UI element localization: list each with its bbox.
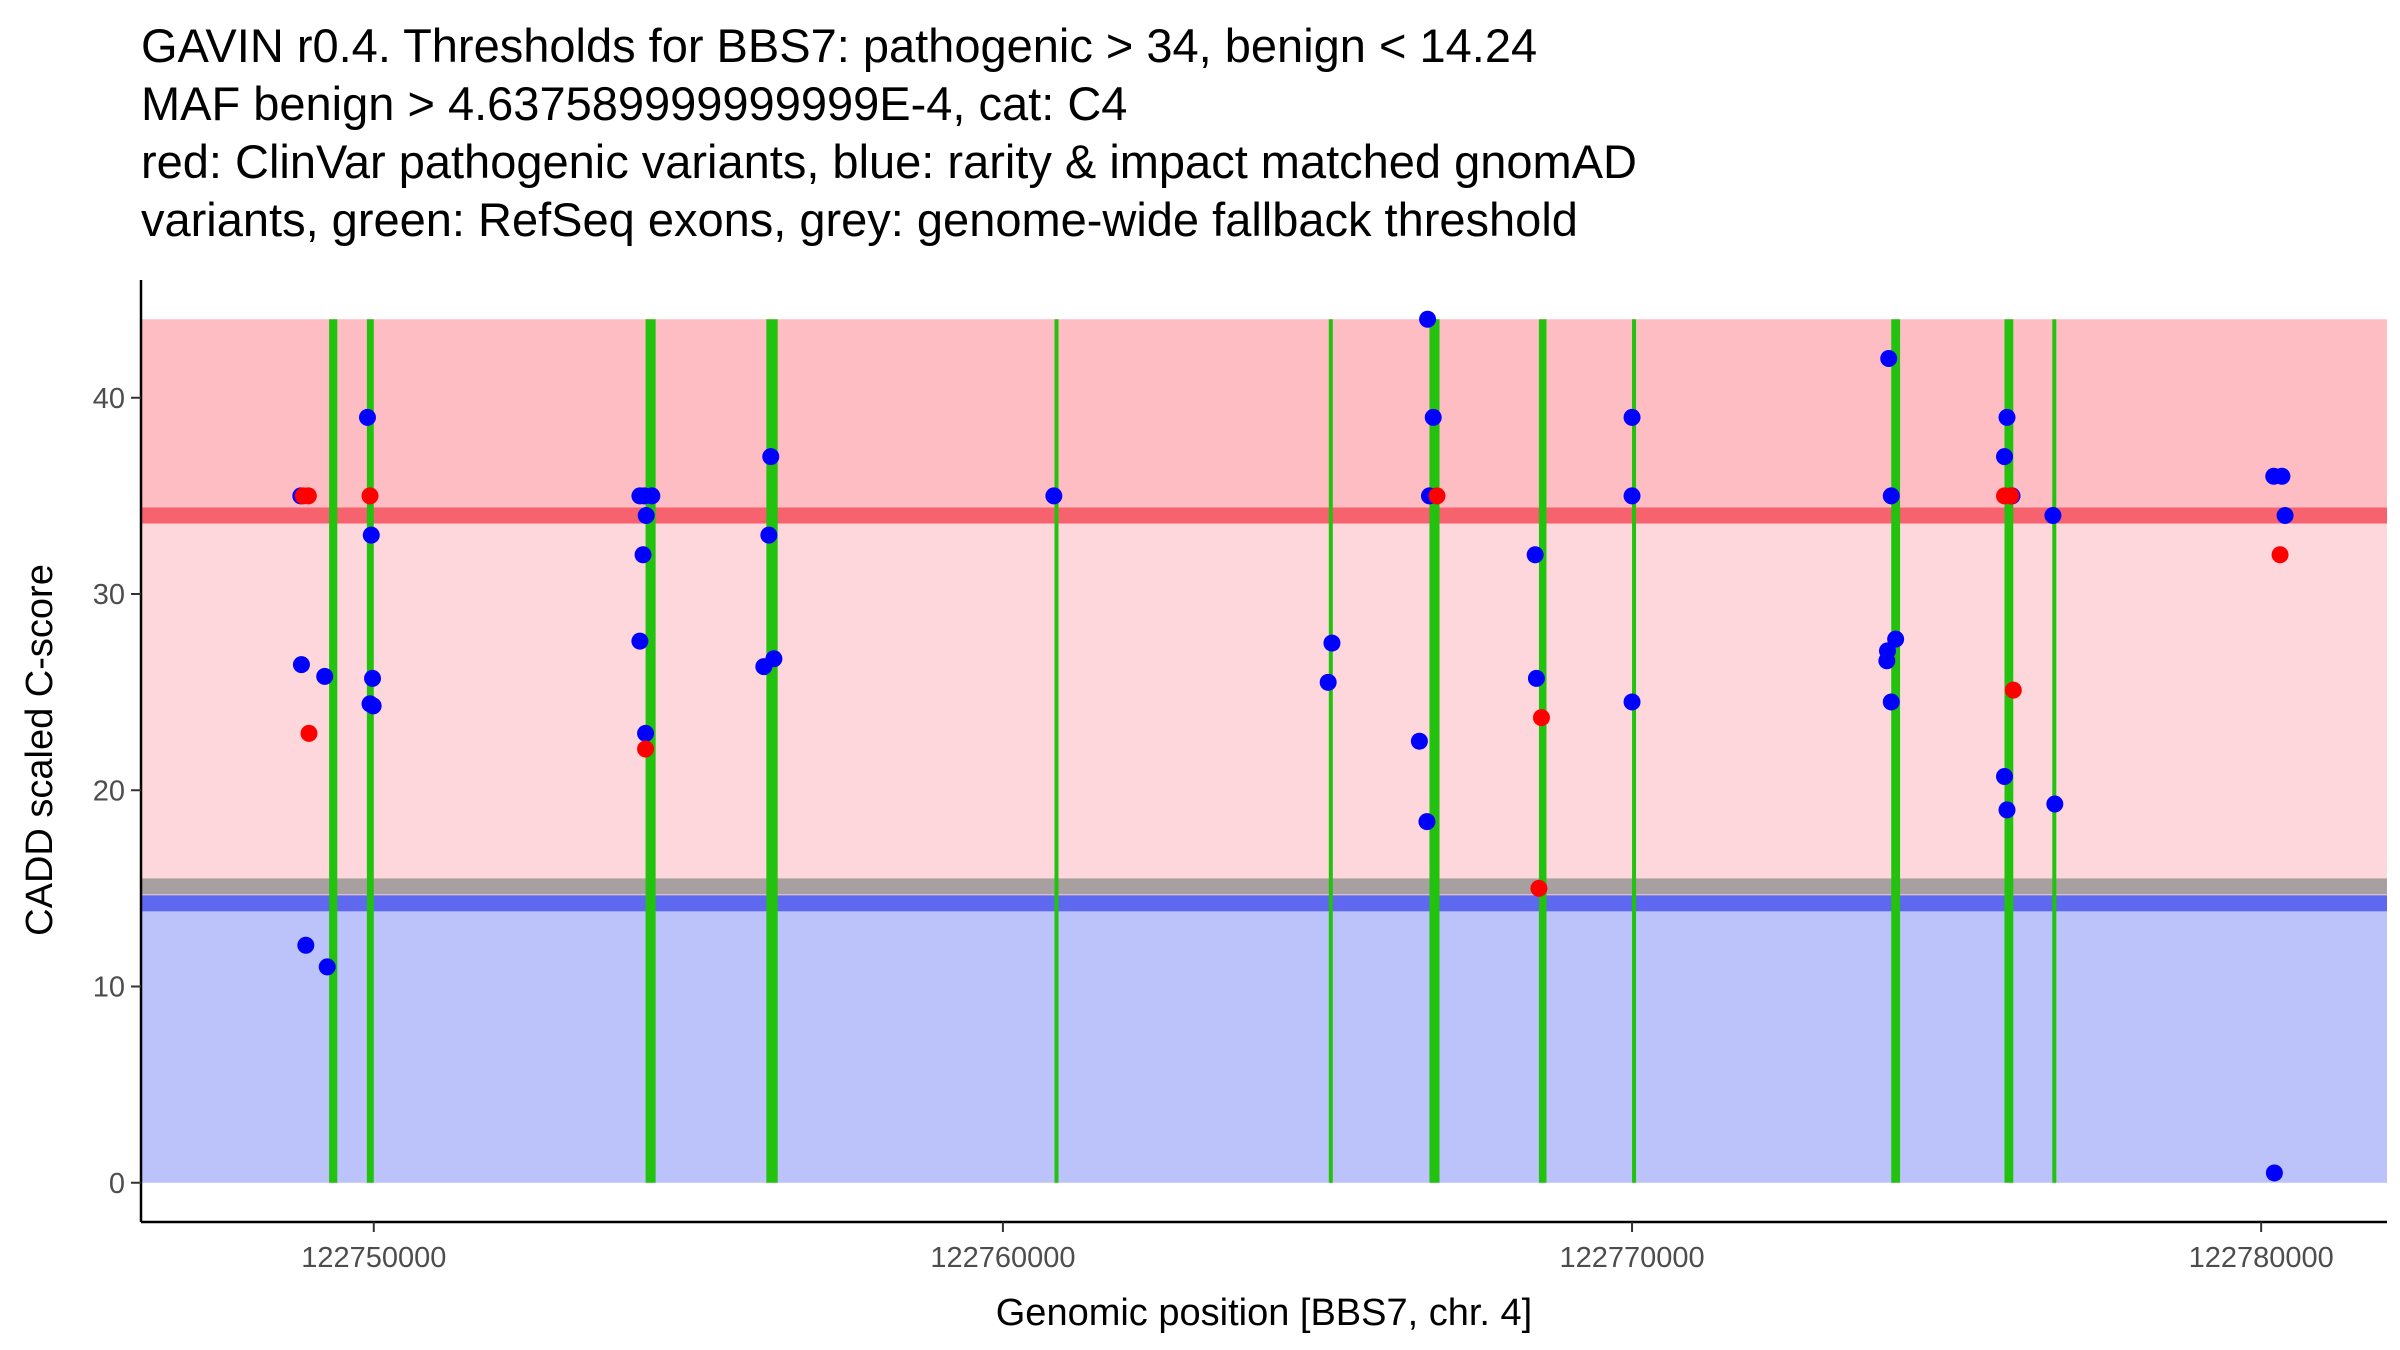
gnomad-point: [2276, 507, 2294, 524]
clinvar-point: [2002, 487, 2020, 505]
axes: 122750000 122760000 122770000 122780000 0 10 2…: [93, 280, 2387, 1274]
gnomad-point: [1878, 652, 1896, 670]
clinvar-point: [299, 487, 317, 505]
gnomad-point: [1623, 408, 1641, 426]
gnomad-point: [1882, 693, 1900, 711]
uncertain-zone: [142, 515, 2387, 904]
exon-bar: [1054, 319, 1059, 1183]
exon-bar: [1328, 319, 1333, 1183]
title-line-3: red: ClinVar pathogenic variants, blue: …: [141, 135, 1637, 188]
gnomad-point: [362, 526, 380, 544]
pathogenic-threshold-band: [142, 507, 2387, 524]
exon-bar: [1429, 319, 1440, 1183]
clinvar-point: [361, 487, 379, 505]
chart-title: GAVIN r0.4. Thresholds for BBS7: pathoge…: [141, 19, 1637, 246]
exon-bar: [1632, 319, 1637, 1183]
fallback-threshold-band: [142, 878, 2387, 895]
gnomad-point: [1998, 801, 2016, 819]
x-tick-label: 122780000: [2189, 1242, 2334, 1274]
clinvar-point: [1530, 879, 1548, 897]
gnomad-point: [1045, 487, 1063, 505]
clinvar-point: [1428, 487, 1446, 505]
gnomad-point: [1410, 732, 1428, 750]
gnomad-point: [364, 697, 382, 715]
clinvar-point: [2004, 681, 2022, 699]
gnomad-point: [1419, 310, 1437, 328]
gnomad-point: [1319, 673, 1337, 691]
gnomad-point: [1995, 448, 2013, 466]
exon-bar: [2052, 319, 2057, 1183]
gnomad-point: [765, 650, 783, 668]
y-tick-label: 20: [93, 775, 125, 807]
clinvar-point: [2271, 546, 2289, 564]
gnomad-point: [2046, 795, 2064, 813]
gnomad-point: [358, 408, 376, 426]
exon-bar: [329, 319, 338, 1183]
x-tick-label: 122760000: [930, 1242, 1075, 1274]
pathogenic-zone: [142, 319, 2387, 516]
gnomad-point: [2273, 467, 2291, 485]
exon-bar: [366, 319, 374, 1183]
exon-bar: [1891, 319, 1901, 1183]
x-axis-title: Genomic position [BBS7, chr. 4]: [996, 1292, 1533, 1334]
gnomad-point: [762, 448, 780, 466]
plot-area: [142, 310, 2387, 1183]
gnomad-point: [1623, 693, 1641, 711]
gnomad-point: [760, 526, 778, 544]
gnomad-point: [1880, 350, 1898, 367]
gnomad-point: [1424, 408, 1442, 426]
gnomad-point: [1623, 487, 1641, 505]
gnomad-point: [1887, 630, 1905, 648]
gnomad-point: [637, 724, 655, 742]
gnomad-point: [1995, 768, 2013, 786]
clinvar-point: [300, 724, 318, 742]
y-tick-label: 0: [109, 1168, 125, 1200]
gnomad-point: [2265, 1164, 2283, 1182]
gnomad-point: [1526, 546, 1544, 564]
gnomad-point: [631, 632, 649, 650]
gnomad-point: [643, 487, 661, 505]
y-tick-label: 10: [93, 972, 125, 1004]
exon-bar: [1538, 319, 1547, 1183]
x-tick-label: 122750000: [301, 1242, 446, 1274]
gnomad-point: [2044, 507, 2062, 524]
gnomad-point: [1882, 487, 1900, 505]
clinvar-point: [637, 740, 655, 758]
x-tick-label: 122770000: [1559, 1242, 1704, 1274]
exon-bar: [2004, 319, 2014, 1183]
gnomad-point: [637, 507, 655, 524]
gnomad-point: [1418, 813, 1436, 831]
gnomad-point: [292, 656, 310, 674]
y-axis-title: CADD scaled C-score: [19, 564, 61, 936]
gnomad-point: [634, 546, 652, 564]
benign-threshold-band: [142, 895, 2387, 912]
gnomad-point: [318, 958, 336, 976]
title-line-2: MAF benign > 4.637589999999999E-4, cat: …: [141, 77, 1127, 130]
gnomad-point: [1998, 408, 2016, 426]
exon-bar: [766, 319, 778, 1183]
title-line-1: GAVIN r0.4. Thresholds for BBS7: pathoge…: [141, 19, 1537, 72]
y-tick-label: 30: [93, 579, 125, 611]
gnomad-point: [1527, 669, 1545, 687]
title-line-4: variants, green: RefSeq exons, grey: gen…: [141, 193, 1578, 246]
gnomad-point: [1323, 634, 1341, 652]
gnomad-point: [364, 669, 382, 687]
benign-zone: [142, 903, 2387, 1183]
gnomad-point: [316, 667, 334, 685]
y-tick-label: 40: [93, 383, 125, 415]
clinvar-point: [1532, 709, 1550, 727]
gnomad-point: [297, 936, 315, 954]
